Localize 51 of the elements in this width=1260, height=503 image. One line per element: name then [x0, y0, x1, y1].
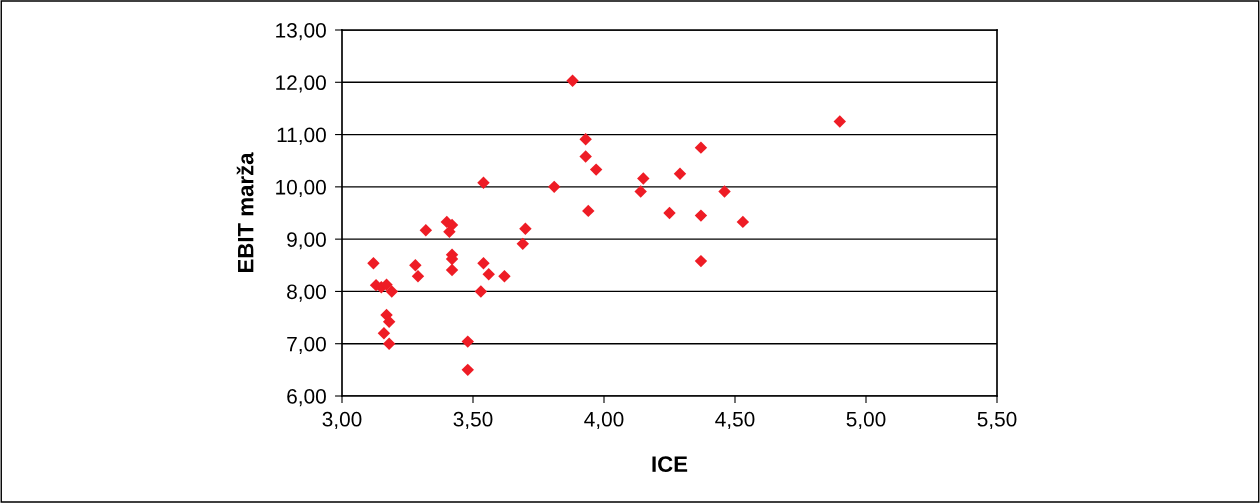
y-tick-label: 11,00 — [277, 127, 326, 145]
y-tick-label: 12,00 — [276, 75, 326, 93]
point — [634, 185, 647, 198]
point — [411, 270, 425, 283]
point — [694, 209, 708, 222]
point — [579, 150, 592, 163]
point — [498, 270, 511, 283]
point — [409, 259, 422, 272]
x-tick-label: 3,50 — [453, 411, 493, 430]
point — [377, 327, 391, 340]
point — [673, 167, 687, 180]
point — [694, 254, 708, 268]
y-tick-label: 9,00 — [287, 232, 326, 250]
point — [474, 285, 488, 298]
point — [385, 285, 398, 298]
point — [367, 256, 380, 270]
point — [382, 315, 396, 328]
point — [443, 225, 456, 239]
x-tick-label: 5,00 — [846, 411, 886, 430]
x-tick-label: 3,00 — [322, 411, 362, 430]
point — [461, 335, 474, 348]
point — [461, 363, 474, 377]
y-axis-title: EBIT marža — [236, 152, 254, 273]
point — [477, 176, 490, 189]
y-tick-label: 6,00 — [287, 389, 326, 407]
point — [637, 172, 650, 185]
point — [833, 115, 847, 128]
x-tick-label: 4,00 — [584, 411, 624, 430]
x-tick-label: 5,50 — [977, 411, 1017, 430]
y-tick-label: 13,00 — [276, 23, 326, 41]
point — [566, 74, 579, 87]
y-tick-label: 10,00 — [276, 179, 326, 198]
point — [482, 267, 495, 281]
y-tick-label: 8,00 — [287, 284, 326, 302]
point — [548, 180, 561, 194]
point — [477, 256, 490, 270]
point — [445, 263, 459, 277]
point — [516, 237, 529, 251]
y-tick-label: 7,00 — [287, 336, 326, 354]
point — [579, 133, 592, 146]
point — [718, 185, 731, 198]
point — [736, 215, 750, 229]
point — [382, 337, 396, 350]
point — [519, 222, 532, 235]
point — [419, 224, 433, 237]
point — [582, 204, 595, 218]
x-axis-title: ICE — [652, 456, 688, 473]
x-tick-label: 4,50 — [715, 411, 755, 430]
point — [589, 163, 603, 176]
point — [694, 141, 708, 154]
point — [663, 206, 676, 220]
